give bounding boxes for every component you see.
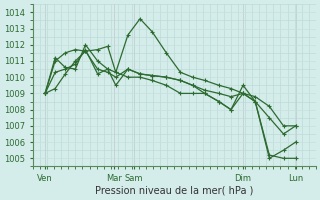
X-axis label: Pression niveau de la mer( hPa ): Pression niveau de la mer( hPa ): [95, 186, 253, 196]
